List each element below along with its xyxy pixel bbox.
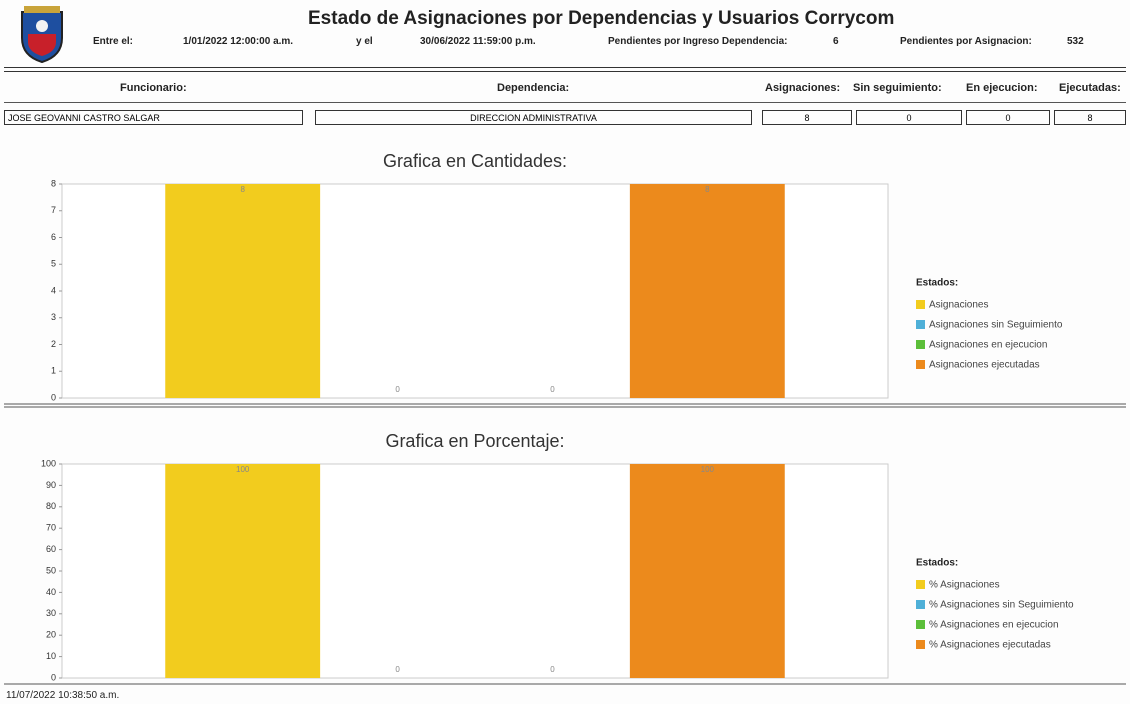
legend-label: % Asignaciones sin Seguimiento <box>929 600 1074 611</box>
y-tick-label: 60 <box>46 544 56 554</box>
y-tick-label: 1 <box>51 366 56 376</box>
col-header: En ejecucion: <box>966 82 1038 94</box>
data-label: 0 <box>550 385 555 394</box>
cell: 8 <box>1054 110 1126 125</box>
y-tick-label: 70 <box>46 523 56 533</box>
footer-timestamp: 11/07/2022 10:38:50 a.m. <box>6 690 120 701</box>
logo <box>21 6 63 64</box>
bar <box>629 184 785 398</box>
legend-swatch <box>916 580 925 589</box>
col-header: Funcionario: <box>120 82 187 94</box>
y-tick-label: 10 <box>46 651 56 661</box>
divider <box>4 102 1126 103</box>
data-label: 100 <box>236 465 250 474</box>
y-tick-label: 80 <box>46 501 56 511</box>
col-header: Ejecutadas: <box>1059 82 1121 94</box>
legend-title: Estados: <box>916 278 958 289</box>
from-date: 1/01/2022 12:00:00 a.m. <box>183 36 294 47</box>
legend-swatch <box>916 620 925 629</box>
legend-label: Asignaciones <box>929 300 988 311</box>
report-title: Estado de Asignaciones por Dependencias … <box>308 8 895 29</box>
bar <box>165 184 321 398</box>
y-tick-label: 50 <box>46 565 56 575</box>
legend-label: Asignaciones ejecutadas <box>929 360 1040 371</box>
pending-dep: 6 <box>833 36 839 47</box>
data-label: 0 <box>395 385 400 394</box>
legend-swatch <box>916 340 925 349</box>
bar <box>629 464 785 678</box>
col-header: Asignaciones: <box>765 82 841 94</box>
y-tick-label: 90 <box>46 480 56 490</box>
col-header: Dependencia: <box>497 82 570 94</box>
y-tick-label: 8 <box>51 178 56 188</box>
data-label: 100 <box>701 465 715 474</box>
to-label: y el <box>356 36 373 47</box>
pending-asig-label: Pendientes por Asignacion: <box>900 36 1032 47</box>
y-tick-label: 3 <box>51 312 56 322</box>
divider <box>4 67 1126 72</box>
cell: 0 <box>856 110 962 125</box>
col-header: Sin seguimiento: <box>853 82 942 94</box>
data-label: 8 <box>705 185 710 194</box>
y-tick-label: 0 <box>51 392 56 402</box>
legend-swatch <box>916 320 925 329</box>
chart-title: Grafica en Cantidades: <box>383 151 567 171</box>
legend-label: % Asignaciones ejecutadas <box>929 640 1051 651</box>
chart-title: Grafica en Porcentaje: <box>385 431 564 451</box>
data-label: 0 <box>395 665 400 674</box>
pending-dep-label: Pendientes por Ingreso Dependencia: <box>608 36 788 47</box>
y-tick-label: 7 <box>51 205 56 215</box>
legend-swatch <box>916 300 925 309</box>
y-tick-label: 2 <box>51 339 56 349</box>
legend-label: Asignaciones sin Seguimiento <box>929 320 1063 331</box>
y-tick-label: 5 <box>51 259 56 269</box>
legend-title: Estados: <box>916 558 958 569</box>
y-tick-label: 0 <box>51 672 56 682</box>
legend-label: Asignaciones en ejecucion <box>929 340 1047 351</box>
cell: 8 <box>762 110 852 125</box>
legend-label: % Asignaciones en ejecucion <box>929 620 1059 631</box>
data-label: 8 <box>240 185 245 194</box>
y-tick-label: 100 <box>41 458 56 468</box>
cell: JOSE GEOVANNI CASTRO SALGAR <box>4 110 303 125</box>
y-tick-label: 30 <box>46 608 56 618</box>
from-label: Entre el: <box>93 36 134 47</box>
data-label: 0 <box>550 665 555 674</box>
pending-asig: 532 <box>1067 36 1084 47</box>
legend-swatch <box>916 360 925 369</box>
y-tick-label: 40 <box>46 587 56 597</box>
bar <box>165 464 321 678</box>
y-tick-label: 6 <box>51 232 56 242</box>
legend-swatch <box>916 640 925 649</box>
cell: 0 <box>966 110 1050 125</box>
legend-label: % Asignaciones <box>929 580 1000 591</box>
cell: DIRECCION ADMINISTRATIVA <box>315 110 752 125</box>
y-tick-label: 20 <box>46 630 56 640</box>
to-date: 30/06/2022 11:59:00 p.m. <box>420 36 536 47</box>
y-tick-label: 4 <box>51 285 56 295</box>
legend-swatch <box>916 600 925 609</box>
